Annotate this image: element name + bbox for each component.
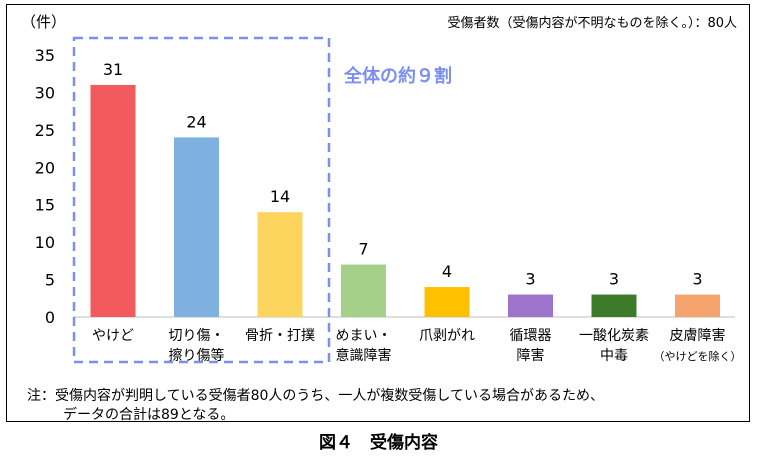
bar-6 — [591, 294, 637, 317]
value-label-6: 3 — [609, 270, 619, 289]
bar-1 — [174, 137, 219, 317]
category-label-2-line-0: 骨折・打撲 — [245, 327, 315, 344]
category-label-7-line-0: 皮膚障害 — [670, 328, 726, 344]
bar-0 — [90, 84, 136, 317]
bar-7 — [675, 294, 720, 317]
value-labels: 31 24 14 7 4 3 3 3 — [103, 60, 703, 289]
y-axis-unit-label: （件） — [21, 13, 66, 31]
annotation-box — [72, 36, 331, 364]
bar-2 — [257, 212, 303, 317]
y-axis-ticks: 0 5 10 15 20 25 30 35 — [35, 46, 55, 327]
y-tick-label-3: 15 — [35, 196, 55, 215]
y-tick-label-2: 10 — [35, 233, 55, 252]
value-label-4: 4 — [442, 262, 452, 281]
category-label-3-line-0: めまい・ — [336, 328, 392, 344]
y-tick-label-0: 0 — [45, 308, 55, 327]
category-label-1-line-0: 切り傷・ — [169, 328, 225, 344]
category-label-6-line-0: 一酸化炭素 — [579, 328, 649, 344]
value-label-7: 3 — [692, 270, 702, 289]
value-label-5: 3 — [525, 270, 535, 289]
chart-frame: （件） 受傷者数（受傷内容が不明なものを除く。）：80人 0 5 10 15 20 25 3… — [6, 4, 750, 425]
category-label-0-line-0: やけど — [92, 328, 134, 344]
respondent-count-label: 受傷者数（受傷内容が不明なものを除く。）：80人 — [447, 15, 737, 31]
bars — [90, 84, 720, 317]
category-label-4-line-0: 爪剥がれ — [419, 328, 475, 344]
value-label-0: 31 — [103, 60, 123, 79]
category-label-3-line-1: 意識障害 — [336, 347, 392, 364]
footnote-line-1: 注：受傷内容が判明している受傷者80人のうち、一人が複数受傷している場合があるた… — [27, 388, 604, 404]
y-tick-label-5: 25 — [35, 121, 55, 140]
value-label-2: 14 — [270, 187, 290, 206]
figure-caption: 図４ 受傷内容 — [319, 433, 438, 453]
value-label-3: 7 — [358, 240, 368, 259]
bar-4 — [424, 287, 470, 317]
bar-3 — [341, 264, 386, 317]
bar-5 — [508, 294, 553, 317]
category-label-7-line-1: （やけどを除く） — [654, 349, 742, 363]
annotation-text: 全体の約９割 — [343, 65, 452, 87]
footnote: 注：受傷内容が判明している受傷者80人のうち、一人が複数受傷している場合があるた… — [27, 387, 604, 425]
category-label-1-line-1: 擦り傷等 — [169, 347, 225, 364]
footnote-line-2: データの合計は89となる。 — [63, 407, 235, 423]
y-tick-label-4: 20 — [35, 158, 55, 177]
y-tick-label-6: 30 — [35, 83, 55, 102]
value-label-1: 24 — [186, 112, 206, 131]
category-label-5-line-1: 障害 — [517, 348, 545, 364]
category-label-6-line-1: 中毒 — [600, 348, 628, 364]
category-label-5-line-0: 循環器 — [510, 328, 552, 344]
y-tick-label-7: 35 — [35, 46, 55, 65]
y-tick-label-1: 5 — [45, 271, 55, 290]
bar-chart: （件） 受傷者数（受傷内容が不明なものを除く。）：80人 0 5 10 15 20 25 3… — [21, 13, 742, 364]
